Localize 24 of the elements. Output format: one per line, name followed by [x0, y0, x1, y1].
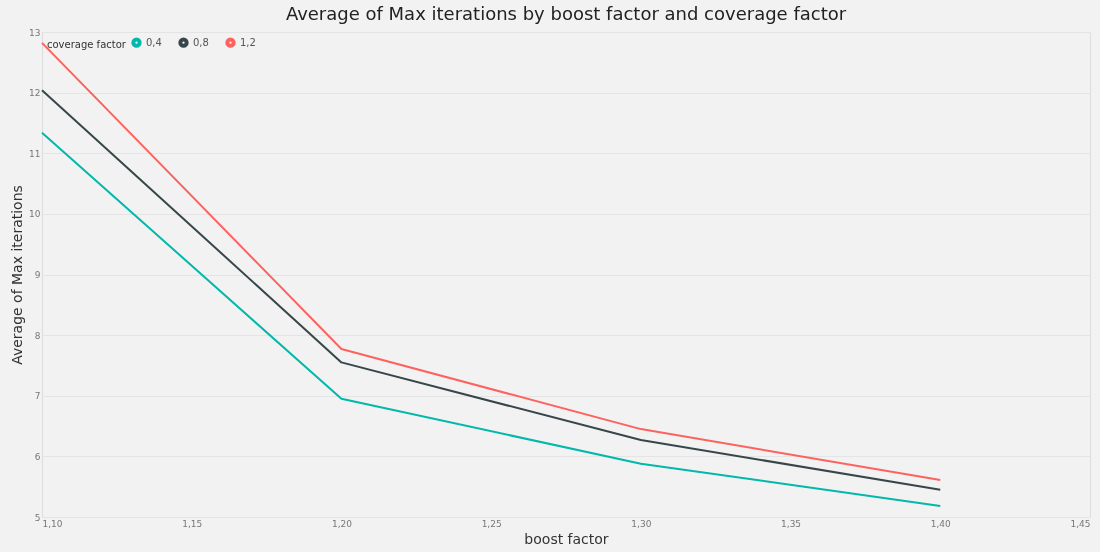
y-tick-label: 7 — [34, 391, 41, 402]
chart-title: Average of Max iterations by boost factor and coverage factor — [285, 3, 847, 24]
y-tick-label: 11 — [29, 148, 41, 159]
y-tick-label: 6 — [34, 451, 41, 462]
legend-title: coverage factor — [47, 39, 127, 50]
y-tick-label: 13 — [29, 27, 41, 38]
legend-label: 0,4 — [146, 36, 162, 48]
y-tick-label: 8 — [34, 330, 41, 341]
x-tick-label: 1,35 — [781, 518, 802, 529]
y-tick-label: 9 — [34, 270, 41, 280]
x-tick-label: 1,20 — [331, 518, 353, 529]
y-tick-label: 5 — [34, 512, 41, 523]
x-axis-title: boost factor — [524, 530, 609, 547]
legend-label: 0,8 — [193, 36, 209, 48]
x-tick-label: 1,30 — [631, 518, 652, 529]
x-tick-label: 1,25 — [481, 518, 502, 529]
legend-label: 1,2 — [240, 36, 256, 48]
x-tick-label: 1,15 — [182, 518, 203, 529]
x-tick-label: 1,40 — [930, 518, 952, 529]
x-tick-label: 1,10 — [42, 518, 63, 529]
y-tick-label: 12 — [29, 88, 41, 99]
x-tick-label: 1,45 — [1070, 518, 1091, 529]
y-tick-label: 10 — [29, 209, 41, 220]
y-axis-title: Average of Max iterations — [9, 185, 26, 365]
